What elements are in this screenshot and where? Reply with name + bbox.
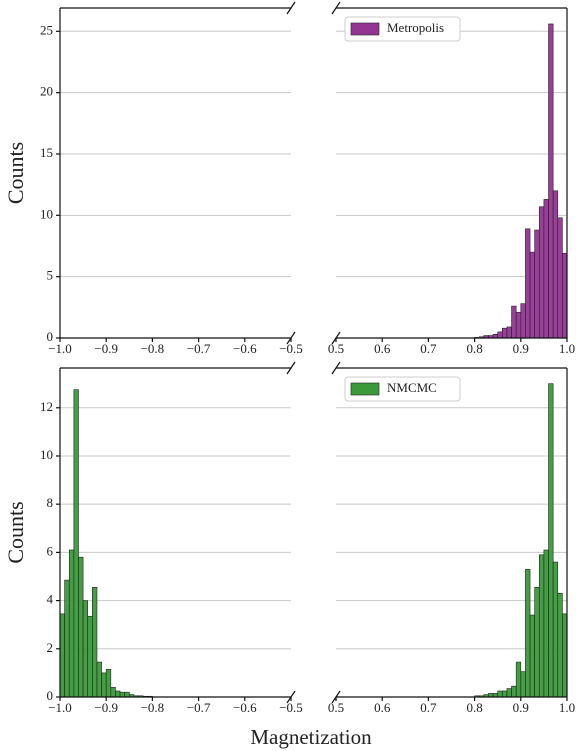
histogram-bar (64, 579, 70, 698)
histogram-bar (520, 303, 526, 339)
y-tick-label: 5 (47, 268, 54, 283)
histogram-bar (82, 600, 89, 698)
histogram-bar (548, 383, 554, 698)
histogram-bar (562, 613, 568, 698)
axis-break (286, 1, 296, 15)
x-tick-label: 0.8 (466, 700, 482, 715)
axis-break (286, 690, 296, 704)
axis-break (331, 690, 341, 704)
histogram-bar (557, 593, 563, 698)
histogram-bar (497, 331, 503, 339)
x-tick-label: −0.6 (233, 341, 257, 356)
histogram-bar (115, 690, 121, 698)
x-tick-label: 0.6 (374, 341, 391, 356)
axis-break (286, 331, 296, 345)
y-tick-label: 0 (47, 329, 54, 344)
histogram-bar (538, 206, 545, 339)
y-tick-label: 15 (40, 145, 53, 160)
y-tick-label: 10 (40, 206, 53, 221)
y-tick-label: 12 (40, 399, 53, 414)
histogram-bar (506, 326, 512, 339)
axis-break (331, 1, 341, 15)
x-tick-label: −1.0 (48, 700, 72, 715)
histogram-bar (59, 613, 65, 698)
histogram-bar (543, 199, 549, 339)
histogram-bar (96, 661, 102, 698)
histogram-bar (552, 190, 559, 339)
histogram-bar (543, 549, 549, 698)
y-tick-label: 20 (40, 84, 53, 99)
histogram-bar (497, 690, 503, 698)
x-tick-label: 0.9 (513, 700, 529, 715)
histogram-bar (515, 311, 522, 339)
histogram-bar (525, 228, 531, 339)
histogram-bar (557, 217, 563, 339)
x-tick-label: −0.9 (94, 700, 118, 715)
histogram-bar (534, 587, 540, 698)
histogram-bar (110, 687, 116, 698)
x-tick-label: −0.5 (279, 341, 303, 356)
y-tick-label: 6 (47, 543, 54, 558)
x-tick-label: 0.6 (374, 700, 391, 715)
histogram-bar (101, 672, 107, 698)
y-tick-label: 25 (40, 22, 53, 37)
y-tick-label: 2 (47, 640, 54, 655)
x-tick-label: 0.7 (420, 700, 437, 715)
histogram-bar (92, 587, 98, 698)
histogram-bar (525, 568, 531, 698)
histogram-bar (511, 685, 517, 698)
histogram-bar (529, 614, 535, 698)
histogram-bar (68, 549, 75, 698)
histogram-bar (534, 229, 540, 339)
legend-label: NMCMC (387, 380, 437, 395)
histogram-bar (520, 671, 526, 698)
x-tick-label: 0.7 (420, 341, 437, 356)
histogram-bar (538, 554, 545, 698)
y-tick-label: 4 (47, 592, 54, 607)
histogram-bar (124, 691, 130, 698)
x-tick-label: 1.0 (559, 700, 575, 715)
x-axis-label: Magnetization (250, 725, 372, 749)
y-tick-label: 0 (47, 688, 54, 703)
histogram-bar (552, 561, 559, 698)
histogram-bar (562, 253, 568, 339)
histogram-bar (73, 389, 79, 698)
x-tick-label: −0.6 (233, 700, 257, 715)
histogram-bar (511, 305, 517, 339)
x-tick-label: 0.5 (328, 341, 344, 356)
x-tick-label: −0.7 (187, 700, 211, 715)
x-tick-label: −0.7 (187, 341, 211, 356)
histogram-bar (506, 688, 512, 698)
histogram-bar (119, 691, 125, 698)
x-tick-label: −0.8 (141, 700, 165, 715)
histogram-bar (515, 661, 522, 698)
axis-break (286, 361, 296, 375)
x-tick-label: −1.0 (48, 341, 72, 356)
histogram-bar (87, 615, 93, 698)
y-tick-label: 10 (40, 447, 53, 462)
x-tick-label: 0.9 (513, 341, 529, 356)
histogram-bar (502, 690, 508, 698)
y-tick-label: 8 (47, 495, 54, 510)
legend-swatch (350, 22, 380, 36)
histogram-bar (502, 327, 508, 339)
histogram-bar (78, 556, 84, 698)
x-tick-label: −0.5 (279, 700, 303, 715)
y-axis-label: Counts (3, 142, 28, 204)
legend-label: Metropolis (387, 20, 444, 35)
y-axis-label: Counts (3, 501, 28, 563)
axis-break (331, 361, 341, 375)
x-tick-label: −0.9 (94, 341, 118, 356)
x-tick-label: 1.0 (559, 341, 575, 356)
x-tick-label: −0.8 (141, 341, 165, 356)
legend-swatch (350, 382, 380, 396)
axis-break (331, 331, 341, 345)
x-tick-label: 0.5 (328, 700, 344, 715)
histogram-bar (529, 251, 535, 339)
histogram-bar (548, 23, 554, 339)
x-tick-label: 0.8 (466, 341, 482, 356)
histogram-bar (105, 668, 112, 698)
